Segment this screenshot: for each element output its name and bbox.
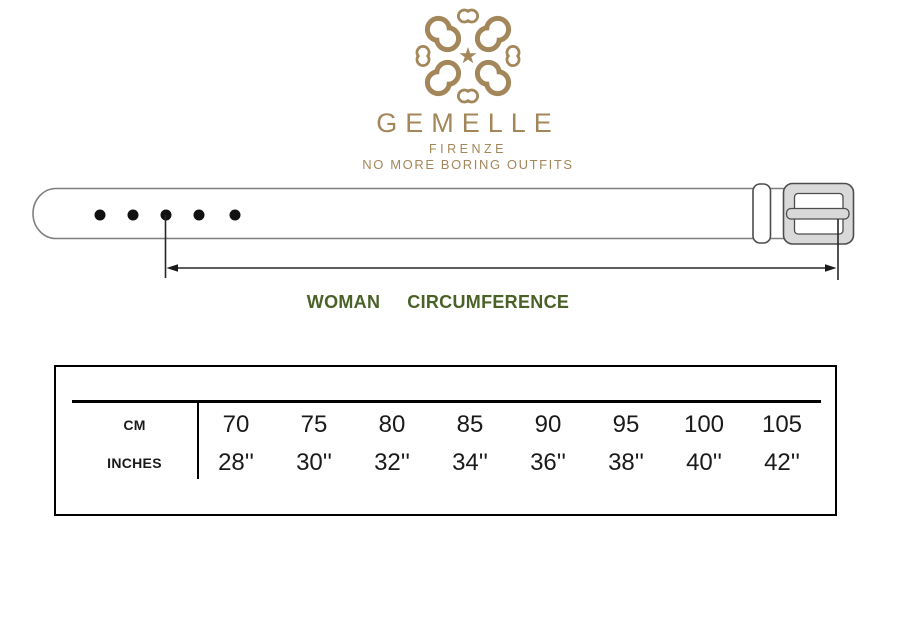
row-values-cm: 70 75 80 85 90 95 100 105 — [197, 411, 823, 439]
inches-value: 36'' — [530, 449, 566, 476]
row-label-cm: CM — [123, 417, 146, 433]
row-label-inches: INCHES — [107, 455, 162, 471]
brand-monogram-icon — [402, 5, 534, 107]
brand-city: FIRENZE — [429, 142, 507, 156]
arrowhead-right-icon — [825, 264, 837, 272]
belt-hole-1 — [94, 209, 106, 221]
inches-value: 32'' — [374, 449, 410, 476]
table-row-inches: INCHES 28'' 30'' 32'' 34'' 36'' 38'' 40'… — [72, 443, 823, 483]
belt-hole-5 — [229, 209, 241, 221]
belt-keeper — [752, 183, 772, 244]
row-values-inches: 28'' 30'' 32'' 34'' 36'' 38'' 40'' 42'' — [197, 449, 823, 477]
size-table: CM 70 75 80 85 90 95 100 105 INCHES 28''… — [54, 365, 837, 516]
brand-name: GEMELLE — [376, 108, 560, 138]
inches-value: 38'' — [608, 449, 644, 476]
table-top-rule — [72, 400, 821, 403]
cm-value: 80 — [378, 411, 406, 438]
inches-value: 34'' — [452, 449, 488, 476]
measurement-caption-circumference: CIRCUMFERENCE — [407, 292, 570, 312]
center-star-icon — [459, 47, 477, 64]
belt-holes — [94, 209, 241, 221]
cm-value: 95 — [612, 411, 640, 438]
table-column-divider — [197, 403, 199, 479]
cm-value: 85 — [456, 411, 484, 438]
inches-value: 28'' — [218, 449, 254, 476]
buckle-prong — [785, 207, 850, 220]
cm-value: 70 — [222, 411, 250, 438]
inches-value: 42'' — [764, 449, 800, 476]
measurement-caption-woman: WOMAN — [306, 292, 381, 312]
brand-tagline: NO MORE BORING OUTFITS — [362, 157, 574, 172]
arrowhead-left-icon — [166, 264, 178, 272]
table-row-cm: CM 70 75 80 85 90 95 100 105 — [72, 405, 823, 445]
inches-value: 40'' — [686, 449, 722, 476]
cm-value: 100 — [683, 411, 725, 438]
belt-hole-4 — [193, 209, 205, 221]
belt-hole-2 — [127, 209, 139, 221]
cm-value: 105 — [761, 411, 803, 438]
belt-strap — [32, 187, 790, 240]
belt-diagram — [32, 182, 855, 280]
inches-value: 30'' — [296, 449, 332, 476]
measurement-caption: WOMAN CIRCUMFERENCE — [0, 292, 876, 313]
cm-value: 90 — [534, 411, 562, 438]
cm-value: 75 — [300, 411, 328, 438]
